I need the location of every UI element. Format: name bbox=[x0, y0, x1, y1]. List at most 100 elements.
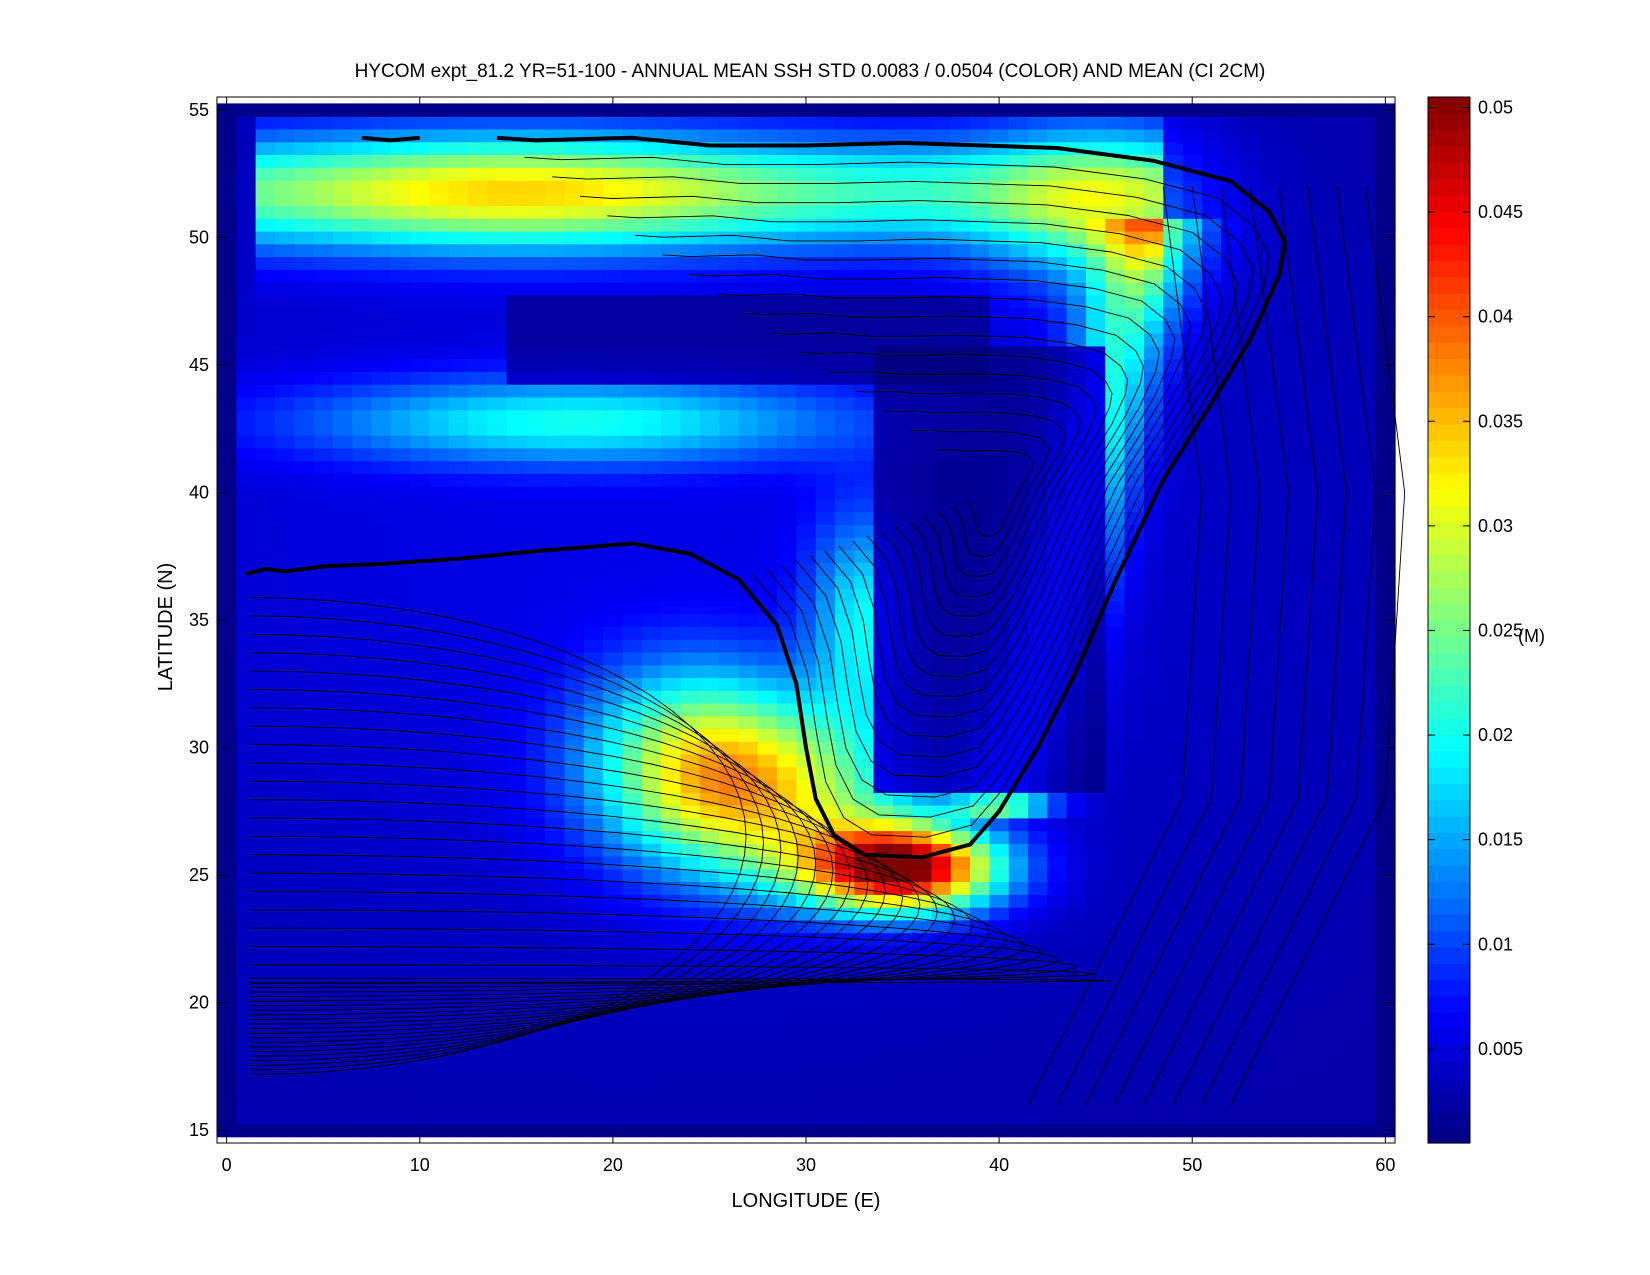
heatmap-cell bbox=[912, 1072, 933, 1087]
heatmap-cell bbox=[371, 664, 392, 678]
heatmap-cell bbox=[1163, 664, 1184, 678]
heatmap-cell bbox=[1144, 1111, 1164, 1125]
heatmap-cell bbox=[661, 294, 682, 309]
heatmap-cell bbox=[255, 167, 276, 181]
heatmap-cell bbox=[332, 639, 353, 653]
heatmap-cell bbox=[1279, 1123, 1299, 1138]
heatmap-cell bbox=[487, 843, 508, 857]
heatmap-cell bbox=[545, 205, 566, 219]
heatmap-cell bbox=[912, 600, 933, 615]
heatmap-cell bbox=[1066, 741, 1087, 755]
heatmap-cell bbox=[1105, 243, 1126, 258]
heatmap-cell bbox=[1163, 715, 1184, 730]
heatmap-cell bbox=[313, 307, 334, 321]
heatmap-cell bbox=[873, 549, 894, 564]
heatmap-cell bbox=[1144, 358, 1164, 372]
heatmap-cell bbox=[313, 498, 334, 513]
heatmap-cell bbox=[738, 371, 759, 385]
heatmap-cell bbox=[448, 856, 469, 870]
heatmap-cell bbox=[526, 728, 546, 742]
heatmap-cell bbox=[1105, 396, 1126, 411]
heatmap-cell bbox=[1144, 1047, 1164, 1061]
heatmap-cell bbox=[796, 409, 817, 423]
heatmap-cell bbox=[1317, 894, 1338, 908]
heatmap-cell bbox=[390, 1123, 411, 1138]
heatmap-cell bbox=[777, 932, 797, 946]
heatmap-cell bbox=[448, 435, 469, 449]
heatmap-cell bbox=[1279, 639, 1299, 653]
heatmap-cell bbox=[236, 779, 257, 793]
heatmap-cell bbox=[1163, 1072, 1184, 1087]
heatmap-cell bbox=[661, 1021, 682, 1036]
heatmap-cell bbox=[332, 230, 353, 245]
heatmap-cell bbox=[526, 996, 546, 1010]
heatmap-cell bbox=[680, 498, 701, 513]
heatmap-cell bbox=[931, 205, 952, 219]
heatmap-cell bbox=[1337, 562, 1357, 576]
heatmap-cell bbox=[950, 677, 971, 691]
heatmap-cell bbox=[873, 690, 894, 704]
heatmap-cell bbox=[583, 320, 604, 334]
heatmap-cell bbox=[854, 1085, 875, 1099]
heatmap-cell bbox=[1317, 868, 1338, 883]
heatmap-cell bbox=[332, 575, 353, 589]
heatmap-cell bbox=[1182, 524, 1203, 538]
heatmap-cell bbox=[796, 1123, 817, 1138]
heatmap-cell bbox=[448, 817, 469, 832]
heatmap-cell bbox=[506, 230, 527, 245]
heatmap-cell bbox=[854, 486, 875, 500]
heatmap-cell bbox=[1028, 996, 1048, 1010]
heatmap-cell bbox=[622, 498, 643, 513]
heatmap-cell bbox=[352, 843, 373, 857]
heatmap-cell bbox=[777, 1111, 797, 1125]
heatmap-cell bbox=[661, 715, 682, 730]
heatmap-cell bbox=[815, 358, 836, 372]
heatmap-cell bbox=[1259, 575, 1280, 589]
heatmap-cell bbox=[429, 1072, 450, 1087]
heatmap-cell bbox=[641, 613, 662, 627]
heatmap-cell bbox=[757, 1009, 778, 1023]
heatmap-cell bbox=[738, 473, 759, 487]
heatmap-cell bbox=[1337, 307, 1357, 321]
heatmap-cell bbox=[1356, 141, 1377, 155]
heatmap-cell bbox=[622, 1034, 643, 1048]
heatmap-cell bbox=[526, 269, 546, 283]
heatmap-cell bbox=[236, 1098, 257, 1112]
heatmap-cell bbox=[236, 269, 257, 283]
heatmap-cell bbox=[1144, 702, 1164, 717]
heatmap-cell bbox=[217, 549, 237, 564]
heatmap-cell bbox=[873, 805, 894, 819]
heatmap-cell bbox=[738, 435, 759, 449]
heatmap-cell bbox=[255, 218, 276, 232]
heatmap-cell bbox=[1317, 371, 1338, 385]
heatmap-cell bbox=[1201, 932, 1222, 946]
heatmap-cell bbox=[564, 473, 585, 487]
heatmap-cell bbox=[989, 702, 1010, 717]
heatmap-cell bbox=[487, 307, 508, 321]
heatmap-cell bbox=[583, 141, 604, 155]
heatmap-cell bbox=[1221, 1085, 1242, 1099]
heatmap-cell bbox=[1163, 1034, 1184, 1048]
heatmap-cell bbox=[757, 741, 778, 755]
heatmap-cell bbox=[912, 1047, 933, 1061]
heatmap-cell bbox=[410, 1072, 430, 1087]
heatmap-cell bbox=[661, 320, 682, 334]
heatmap-cell bbox=[217, 294, 237, 309]
heatmap-cell bbox=[1163, 192, 1184, 207]
heatmap-cell bbox=[1182, 282, 1203, 296]
heatmap-cell bbox=[622, 805, 643, 819]
heatmap-cell bbox=[429, 358, 450, 372]
heatmap-cell bbox=[912, 282, 933, 296]
heatmap-cell bbox=[796, 282, 817, 296]
heatmap-cell bbox=[989, 1060, 1010, 1074]
heatmap-cell bbox=[1105, 1009, 1126, 1023]
heatmap-cell bbox=[390, 894, 411, 908]
heatmap-cell bbox=[448, 562, 469, 576]
heatmap-cell bbox=[1066, 970, 1087, 985]
heatmap-cell bbox=[1279, 1085, 1299, 1099]
heatmap-cell bbox=[274, 345, 295, 360]
heatmap-cell bbox=[1279, 690, 1299, 704]
heatmap-cell bbox=[1163, 779, 1184, 793]
heatmap-cell bbox=[352, 983, 373, 997]
heatmap-cell bbox=[1028, 562, 1048, 576]
